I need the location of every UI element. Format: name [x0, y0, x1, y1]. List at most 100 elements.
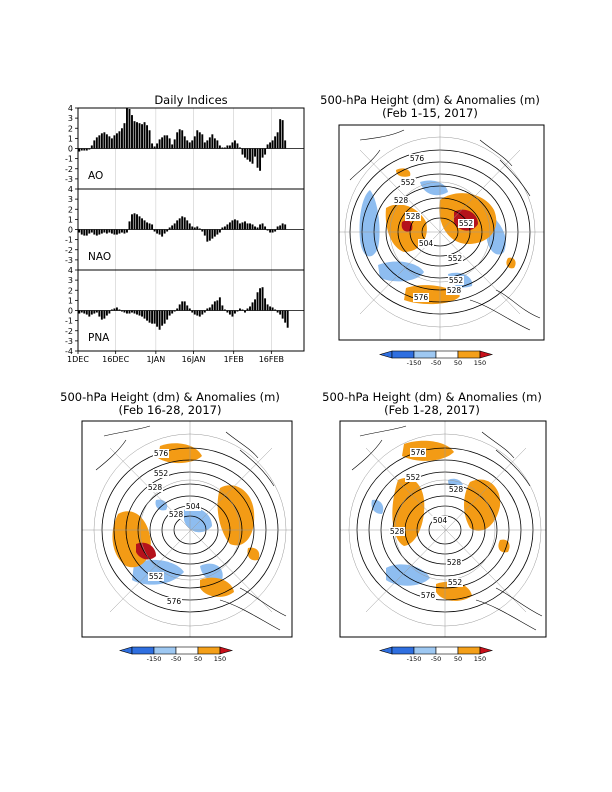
- index-bar: [120, 229, 123, 233]
- index-bar: [246, 148, 249, 160]
- index-bar: [151, 224, 154, 230]
- map3-title-line1: 500-hPa Height (dm) & Anomalies (m): [322, 390, 542, 404]
- contour-label-bg: [405, 212, 421, 221]
- index-bar: [281, 120, 284, 149]
- series-name-label: AO: [88, 170, 103, 182]
- map1-title-line2: (Feb 1-15, 2017): [382, 106, 478, 120]
- index-bar: [181, 301, 184, 311]
- index-bar: [193, 310, 196, 315]
- index-bar: [85, 148, 88, 151]
- index-bar: [143, 122, 146, 149]
- contour-label-bg: [420, 591, 436, 600]
- index-bar: [201, 310, 204, 315]
- y-tick-label: -2: [65, 246, 73, 255]
- index-bar: [110, 309, 113, 311]
- index-bar: [126, 229, 128, 233]
- colorbar-segment: [413, 350, 437, 359]
- index-bar: [276, 132, 279, 149]
- contour-label: 528: [148, 483, 163, 492]
- indices-title: Daily Indices: [154, 93, 228, 107]
- index-bar: [138, 310, 141, 316]
- index-bar: [231, 220, 234, 230]
- index-bar: [186, 305, 189, 311]
- index-bar: [123, 229, 126, 234]
- index-bar: [118, 229, 121, 234]
- colorbar-label: 50: [454, 359, 462, 367]
- index-bar: [203, 142, 206, 149]
- index-bar: [208, 229, 211, 241]
- map3-frame: [339, 420, 547, 638]
- index-bar: [183, 136, 186, 149]
- y-tick-label: 4: [68, 185, 73, 194]
- y-tick-label: 3: [68, 276, 73, 285]
- index-bar: [244, 310, 246, 313]
- colorbar-segment: [435, 646, 459, 655]
- index-bar: [196, 226, 199, 230]
- index-bar: [138, 123, 141, 149]
- contour-label-bg: [447, 254, 463, 263]
- index-bar: [108, 310, 111, 314]
- index-bar: [233, 219, 236, 230]
- y-tick-label: 1: [68, 215, 73, 224]
- index-bar: [261, 148, 264, 158]
- index-bar: [110, 138, 113, 149]
- contour-label-bg: [448, 276, 464, 285]
- y-tick-label: 0: [68, 226, 73, 235]
- index-bar: [228, 145, 231, 149]
- index-bar: [271, 229, 274, 233]
- contour-label-bg: [400, 178, 416, 187]
- index-bar: [108, 136, 111, 149]
- index-bar: [249, 148, 251, 162]
- index-bar: [98, 229, 101, 235]
- index-bar: [186, 140, 189, 149]
- contour-label-bg: [405, 473, 421, 482]
- contour-label: 504: [433, 516, 448, 525]
- index-bar: [246, 308, 249, 311]
- coastlines: [95, 425, 287, 631]
- contour-label-bg: [166, 597, 182, 606]
- index-bar: [236, 220, 239, 230]
- index-bar: [90, 145, 93, 149]
- contour-label-bg: [185, 502, 201, 511]
- contour-label: 528: [406, 212, 421, 221]
- contour-label-bg: [418, 239, 434, 248]
- index-bar: [266, 229, 269, 231]
- contour-label-bg: [393, 196, 409, 205]
- index-bar: [113, 308, 116, 311]
- index-bar: [153, 310, 156, 324]
- index-bar: [269, 142, 272, 149]
- index-bar: [176, 308, 179, 311]
- index-bar: [256, 227, 259, 230]
- y-tick-label: 2: [68, 205, 73, 214]
- index-bar: [284, 224, 287, 230]
- index-bar: [198, 132, 201, 149]
- y-tick-label: 4: [68, 104, 73, 113]
- contour-label-bg: [446, 286, 462, 295]
- index-bar: [233, 310, 236, 314]
- index-bar: [259, 148, 262, 171]
- contour-label: 552: [406, 473, 421, 482]
- colorbar-label: -150: [407, 655, 422, 663]
- colorbar-segment: [175, 646, 199, 655]
- index-bar: [208, 137, 211, 149]
- index-bar: [128, 109, 131, 149]
- map-panel-feb-1-28: [340, 421, 546, 637]
- index-bar: [198, 310, 201, 317]
- index-bar: [241, 222, 244, 230]
- index-bar: [156, 143, 159, 149]
- index-bar: [131, 310, 133, 313]
- y-tick-label: -3: [65, 256, 73, 265]
- colorbar-segment: [391, 350, 415, 359]
- index-bar: [151, 143, 154, 149]
- contour-label: 552: [448, 254, 463, 263]
- index-bar: [83, 229, 86, 236]
- contour-label-bg: [432, 516, 448, 525]
- y-tick-label: 2: [68, 124, 73, 133]
- index-bar: [178, 218, 181, 230]
- index-bar: [103, 132, 106, 149]
- index-bar: [269, 306, 272, 311]
- contour-label: 576: [411, 448, 426, 457]
- colorbar-label: -150: [147, 655, 162, 663]
- index-bar: [233, 140, 236, 149]
- colorbar-label: 150: [474, 359, 486, 367]
